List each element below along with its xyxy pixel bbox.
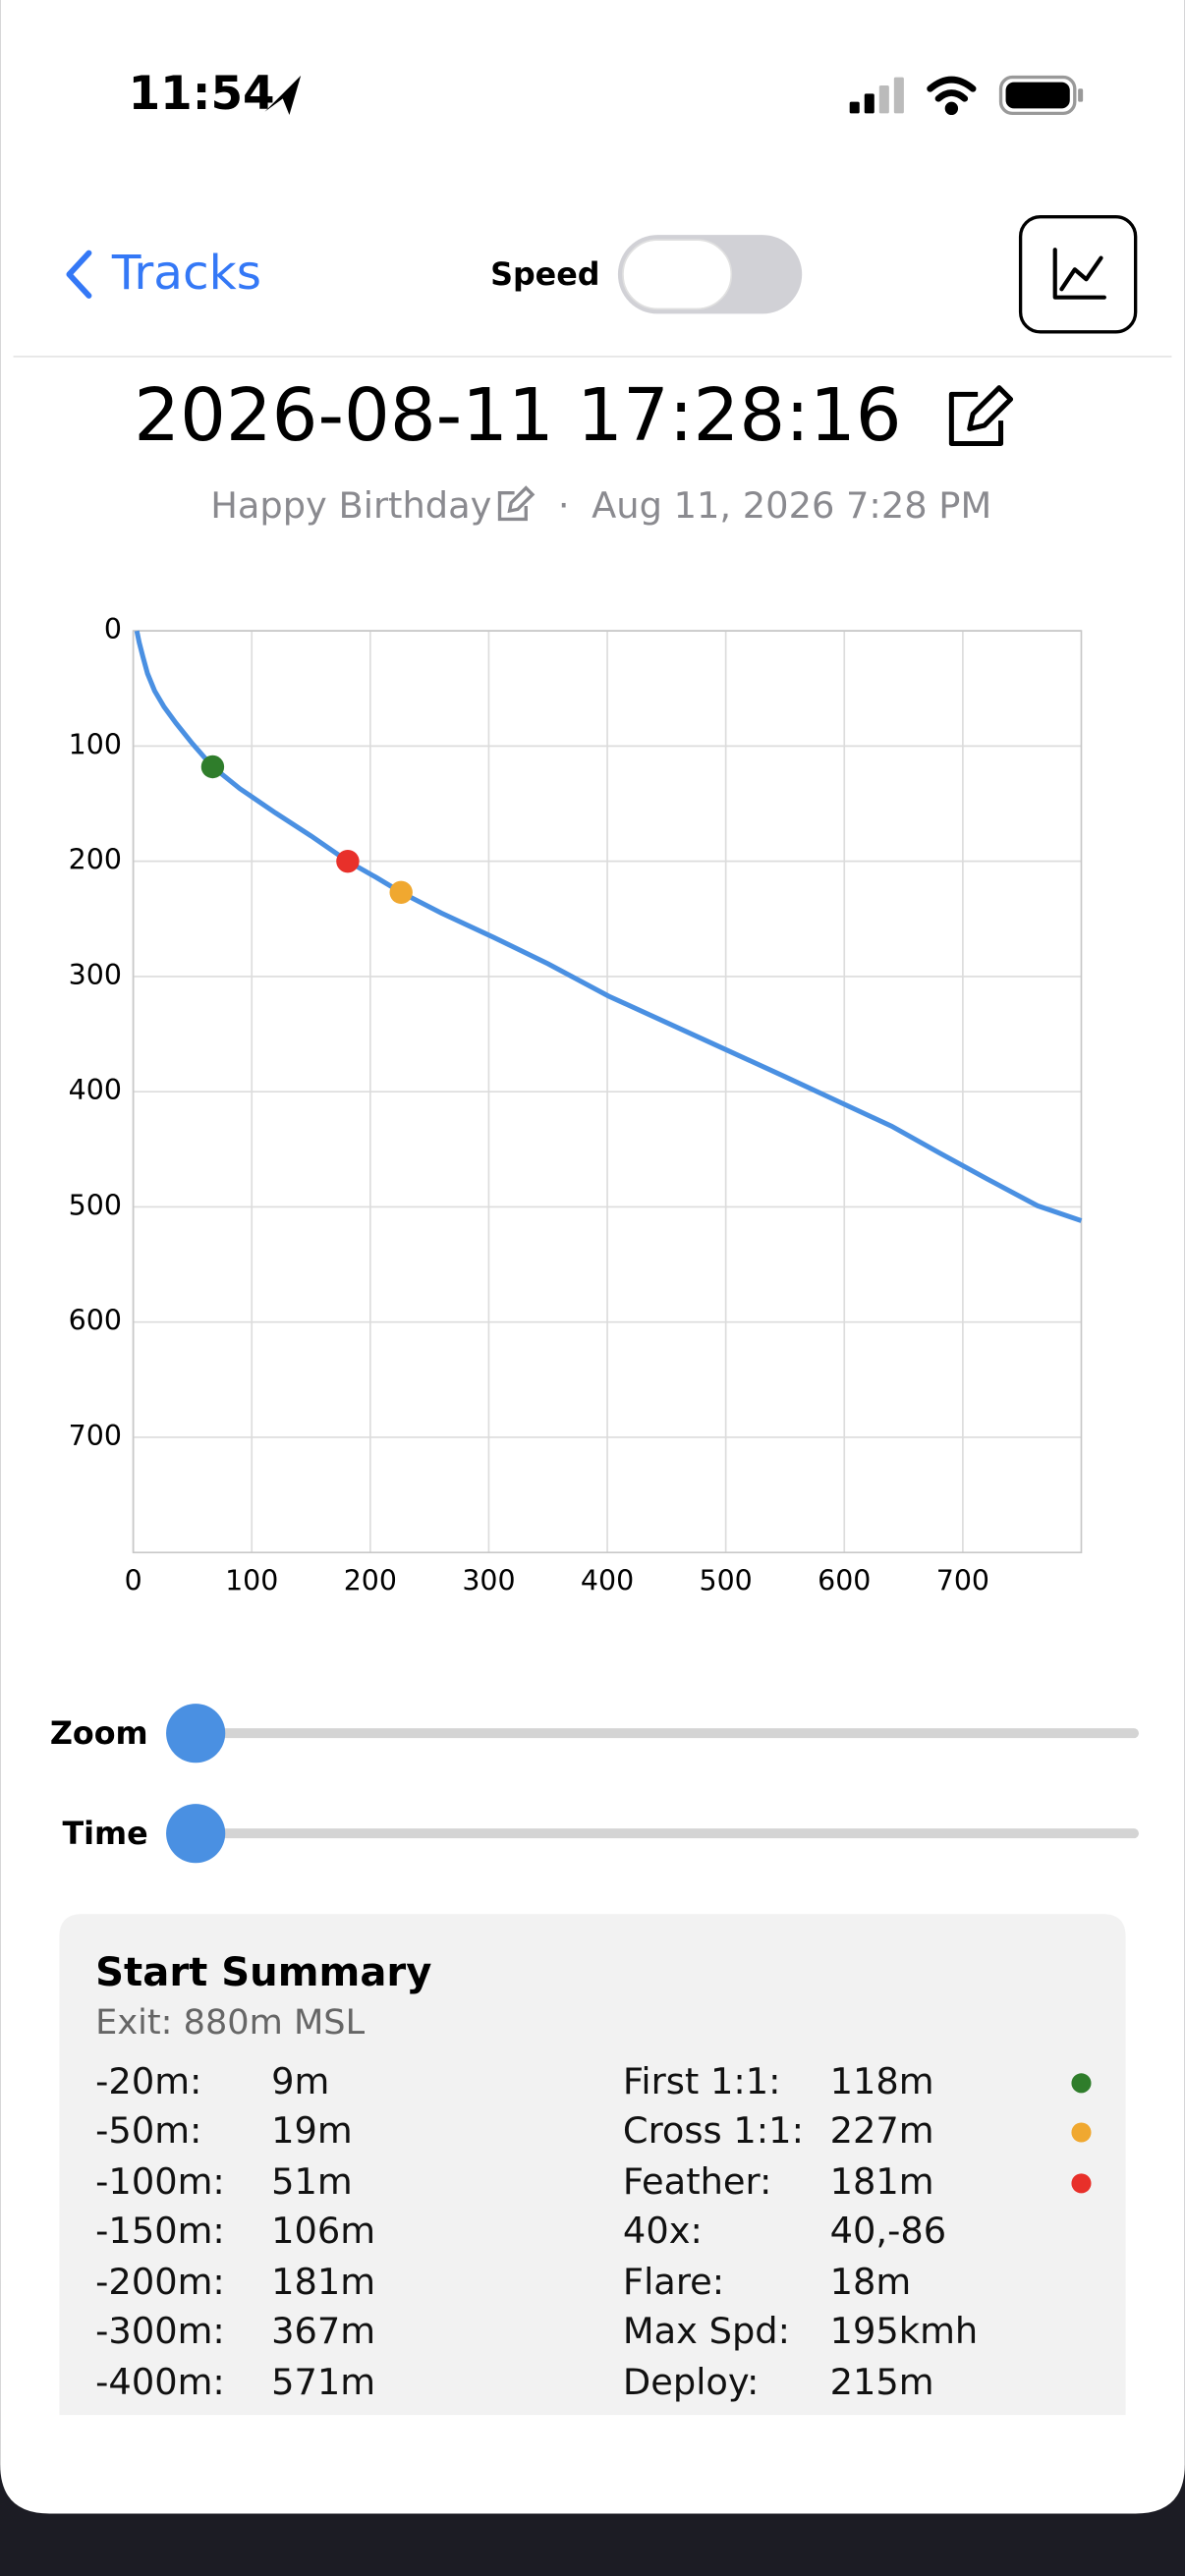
summary-label: 40x: (623, 2210, 703, 2252)
track-date: Aug 11, 2026 7:28 PM (592, 484, 991, 527)
sheet (0, 0, 1185, 2514)
x-tick-label: 300 (462, 1564, 515, 1596)
location-icon (264, 75, 302, 116)
toggle-label: Speed (490, 257, 599, 293)
x-tick-label: 400 (581, 1564, 634, 1596)
time-slider[interactable] (166, 1804, 1140, 1864)
back-chevron (66, 250, 92, 299)
marker (389, 880, 413, 905)
summary-label: -100m: (95, 2160, 225, 2203)
legend-dot (1071, 2073, 1092, 2094)
x-tick-label: 500 (700, 1564, 753, 1596)
speed-toggle[interactable] (617, 235, 803, 314)
legend-dot (1071, 2122, 1092, 2143)
summary-label: First 1:1: (623, 2060, 781, 2102)
battery-icon (998, 75, 1084, 116)
y-tick-label: 700 (69, 1420, 122, 1452)
summary-label: -50m: (95, 2109, 201, 2152)
summary-label: -150m: (95, 2210, 225, 2252)
summary-label: -400m: (95, 2361, 225, 2403)
summary-value: 18m (830, 2261, 912, 2303)
summary-value: 227m (830, 2109, 934, 2152)
y-tick-label: 300 (69, 959, 122, 991)
summary-label: Deploy: (623, 2361, 759, 2403)
summary-value: 9m (271, 2060, 329, 2102)
summary-subtitle: Exit: 880m MSL (95, 2002, 365, 2043)
y-tick-label: 0 (104, 613, 122, 645)
summary-label: -20m: (95, 2060, 201, 2102)
legend-dot (1071, 2173, 1092, 2194)
chart: 0 100 200 300 400 500 600 700 0 100 200 300 400 500 60… (69, 613, 1083, 1596)
x-tick-label: 600 (818, 1564, 871, 1596)
summary-rows: -20m: 9m -50m: 19m -100m: 51m -150m: 106m -200m:… (95, 2060, 1092, 2403)
summary-value: 215m (830, 2361, 934, 2403)
summary-value: 195kmh (830, 2310, 979, 2352)
track-title: 2026-08-11 17:28:16 (134, 374, 901, 458)
summary-label: Max Spd: (623, 2310, 790, 2352)
x-tick-label: 200 (344, 1564, 397, 1596)
separator: · (558, 484, 570, 527)
summary-label: Feather: (623, 2160, 771, 2203)
summary-value: 571m (271, 2361, 375, 2403)
summary-label: -200m: (95, 2261, 225, 2303)
back-label[interactable]: Tracks (111, 246, 261, 301)
summary-label: Cross 1:1: (623, 2109, 804, 2152)
plot-frame (132, 630, 1083, 1554)
summary-value: 40,-86 (830, 2210, 947, 2252)
wifi-icon (927, 76, 977, 116)
x-tick-label: 100 (225, 1564, 278, 1596)
summary-title: Start Summary (95, 1950, 431, 1995)
slider-label: Time (62, 1817, 147, 1852)
y-tick-label: 600 (69, 1305, 122, 1337)
summary-value: 367m (271, 2310, 375, 2352)
edit-title-button[interactable] (948, 385, 1014, 447)
y-tick-label: 100 (69, 728, 122, 760)
x-tick-label: 700 (936, 1564, 989, 1596)
status-time: 11:54 (129, 68, 275, 121)
back-button[interactable]: Tracks (66, 246, 261, 301)
y-tick-label: 200 (69, 844, 122, 876)
summary-label: -300m: (95, 2310, 225, 2352)
x-tick-label: 0 (125, 1564, 142, 1596)
summary-value: 181m (830, 2160, 934, 2203)
summary-value: 51m (271, 2160, 353, 2203)
y-tick-label: 500 (69, 1189, 122, 1221)
slider-label: Zoom (50, 1716, 148, 1752)
summary-value: 118m (830, 2060, 934, 2102)
summary-value: 106m (271, 2210, 375, 2252)
zoom-slider[interactable] (166, 1704, 1140, 1764)
edit-name-button[interactable] (497, 485, 536, 522)
track-name: Happy Birthday (210, 484, 491, 527)
summary-value: 19m (271, 2109, 353, 2152)
y-tick-label: 400 (69, 1074, 122, 1106)
summary-value: 181m (271, 2261, 375, 2303)
chart-button[interactable] (1018, 215, 1138, 334)
marker (336, 849, 360, 873)
summary-label: Flare: (623, 2261, 724, 2303)
line (134, 630, 1083, 1223)
marker (200, 755, 225, 779)
signal-icon (849, 77, 904, 114)
summary-card (59, 1914, 1126, 2416)
